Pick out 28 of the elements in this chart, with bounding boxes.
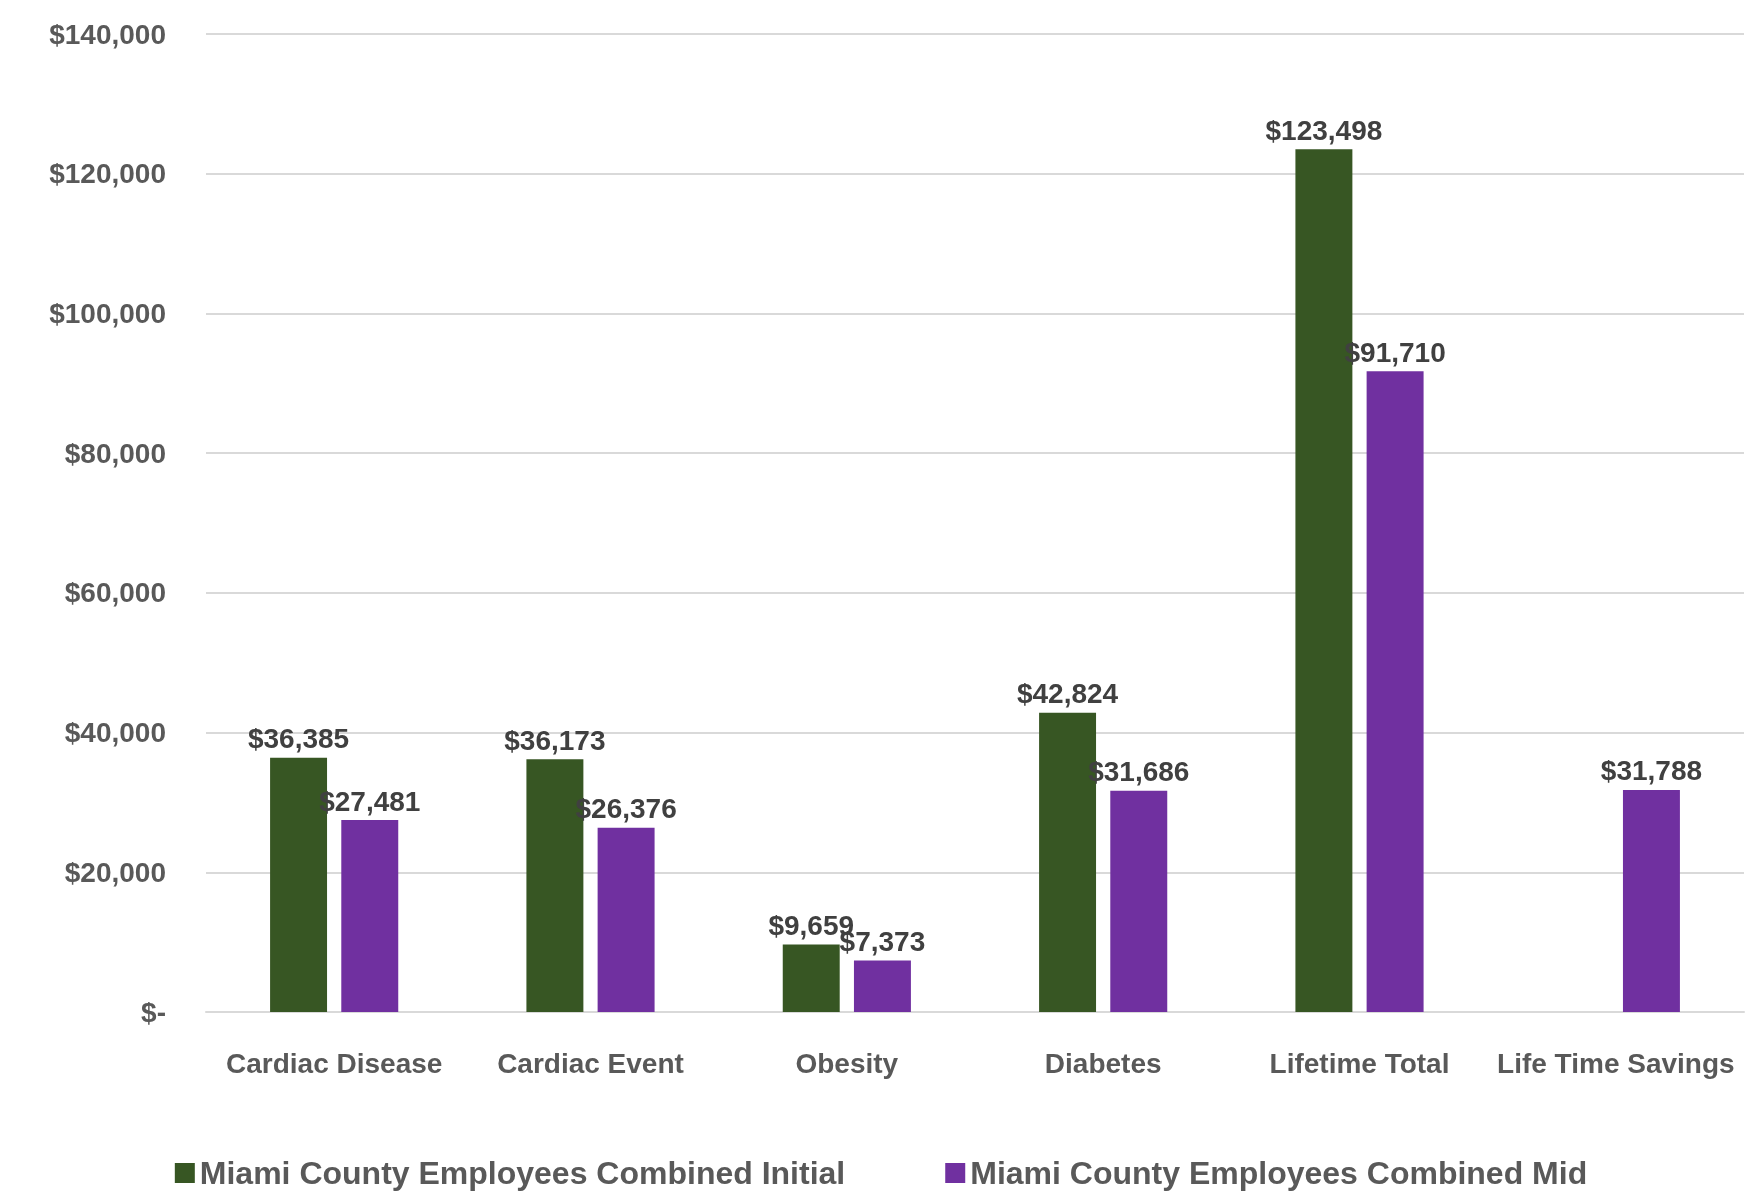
- bar: [1366, 371, 1424, 1012]
- y-tick-label: $-: [141, 996, 166, 1028]
- y-tick-label: $60,000: [64, 577, 166, 609]
- x-tick-label: Life Time Savings: [1497, 1047, 1735, 1079]
- x-tick-label: Cardiac Disease: [225, 1047, 443, 1079]
- bar: [341, 820, 399, 1012]
- bar: [597, 827, 655, 1012]
- legend-label: Miami County Employees Combined Initial: [199, 1155, 846, 1191]
- bar: [1110, 790, 1168, 1012]
- y-tick-label: $80,000: [64, 437, 166, 469]
- data-label: $31,788: [1600, 755, 1703, 787]
- y-tick-label: $140,000: [49, 18, 166, 50]
- data-label: $123,498: [1265, 114, 1383, 146]
- data-label: $42,824: [1016, 678, 1119, 710]
- y-tick-label: $120,000: [49, 158, 166, 190]
- y-tick-label: $100,000: [49, 297, 166, 329]
- bar: [782, 944, 840, 1012]
- y-tick-label: $20,000: [64, 856, 166, 888]
- bar: [1622, 789, 1680, 1012]
- y-tick-label: $40,000: [64, 717, 166, 749]
- x-tick-label: Diabetes: [1044, 1047, 1162, 1079]
- data-label: $36,385: [247, 723, 350, 755]
- bar: [853, 960, 911, 1012]
- x-tick-label: Obesity: [795, 1047, 899, 1079]
- data-label: $36,173: [504, 724, 606, 756]
- x-tick-label: Cardiac Event: [497, 1047, 684, 1079]
- legend-label: Miami County Employees Combined Mid: [970, 1155, 1588, 1191]
- x-tick-label: Lifetime Total: [1269, 1047, 1450, 1079]
